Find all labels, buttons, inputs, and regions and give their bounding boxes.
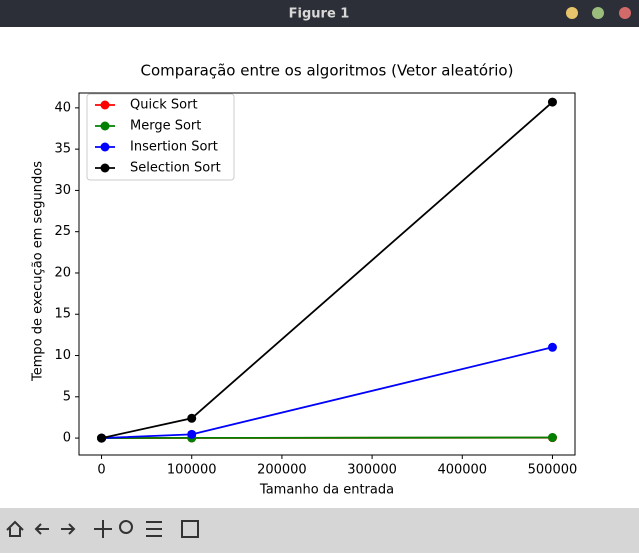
legend-marker bbox=[101, 164, 110, 173]
legend-label: Insertion Sort bbox=[130, 140, 218, 155]
series-line bbox=[102, 437, 553, 438]
y-tick-label: 15 bbox=[54, 307, 71, 322]
y-tick-label: 35 bbox=[54, 142, 71, 157]
legend-marker bbox=[101, 122, 110, 131]
legend-label: Selection Sort bbox=[130, 161, 221, 176]
legend-label: Quick Sort bbox=[130, 98, 198, 113]
window-title: Figure 1 bbox=[289, 7, 350, 22]
close-button[interactable] bbox=[619, 7, 631, 19]
data-point bbox=[548, 98, 557, 107]
x-tick-label: 300000 bbox=[347, 463, 397, 478]
minimize-button[interactable] bbox=[566, 7, 578, 19]
data-point bbox=[548, 433, 557, 442]
y-axis-label: Tempo de execução em segundos bbox=[31, 161, 46, 382]
x-tick-label: 500000 bbox=[528, 463, 578, 478]
x-tick-label: 200000 bbox=[257, 463, 307, 478]
data-point bbox=[548, 343, 557, 352]
maximize-button[interactable] bbox=[592, 7, 604, 19]
legend-label: Merge Sort bbox=[130, 119, 201, 134]
series-line bbox=[102, 347, 553, 438]
data-point bbox=[187, 414, 196, 423]
toolbar bbox=[0, 508, 639, 553]
x-axis-label: Tamanho da entrada bbox=[259, 483, 394, 498]
y-tick-label: 20 bbox=[54, 265, 71, 280]
x-tick-label: 400000 bbox=[437, 463, 487, 478]
legend-marker bbox=[101, 143, 110, 152]
y-tick-label: 40 bbox=[54, 100, 71, 115]
y-tick-label: 0 bbox=[63, 431, 71, 446]
x-tick-label: 0 bbox=[97, 463, 105, 478]
legend-marker bbox=[101, 101, 110, 110]
x-tick-label: 100000 bbox=[167, 463, 217, 478]
data-point bbox=[187, 430, 196, 439]
data-point bbox=[97, 434, 106, 443]
y-tick-label: 10 bbox=[54, 348, 71, 363]
chart-title: Comparação entre os algoritmos (Vetor al… bbox=[141, 62, 514, 80]
y-tick-label: 30 bbox=[54, 183, 71, 198]
y-tick-label: 5 bbox=[63, 389, 71, 404]
y-tick-label: 25 bbox=[54, 224, 71, 239]
